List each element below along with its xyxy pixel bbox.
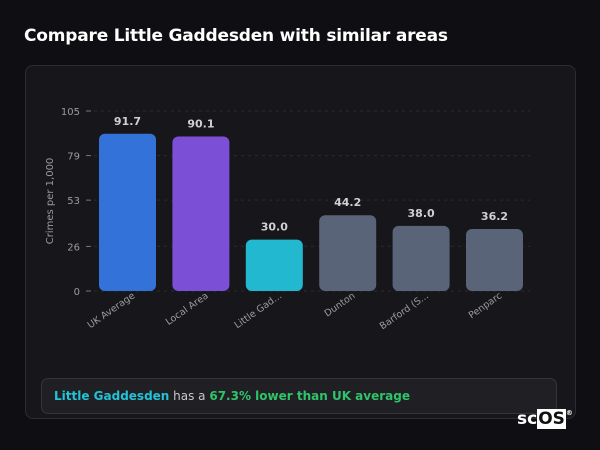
bar[interactable]	[466, 228, 523, 291]
bar-value-label: 91.7	[114, 115, 141, 128]
y-tick-label: 0	[74, 287, 80, 298]
scos-logo: scOS®	[517, 409, 573, 429]
page-title: Compare Little Gaddesden with similar ar…	[24, 26, 448, 46]
bar[interactable]	[392, 225, 450, 291]
summary-text: has a	[169, 389, 210, 403]
bar[interactable]	[172, 136, 230, 291]
summary-box: Little Gaddesden has a 67.3% lower than …	[41, 378, 557, 414]
y-axis-label: Crimes per 1,000	[45, 158, 56, 245]
y-tick-label: 79	[67, 152, 80, 163]
bar-value-label: 36.2	[481, 210, 508, 223]
summary-area: Little Gaddesden	[54, 389, 170, 403]
x-tick-label: Little Gad...	[233, 290, 285, 331]
bar-value-label: 44.2	[334, 196, 361, 209]
y-tick-label: 26	[67, 242, 80, 253]
summary-stat: 67.3% lower than UK average	[209, 389, 410, 403]
y-tick-label: 105	[61, 107, 80, 118]
bar-value-label: 30.0	[261, 221, 288, 234]
bar[interactable]	[245, 239, 303, 291]
y-tick-label: 53	[67, 196, 80, 207]
x-tick-label: Penparc	[467, 290, 504, 321]
bar-value-label: 38.0	[408, 207, 435, 220]
x-tick-label: Local Area	[164, 290, 211, 327]
x-tick-label: Dunton	[323, 290, 358, 319]
bar[interactable]	[319, 215, 377, 291]
bar-value-label: 90.1	[187, 118, 214, 131]
x-tick-label: Barford (S...	[378, 290, 431, 332]
x-tick-label: UK Average	[86, 290, 138, 331]
bar[interactable]	[99, 133, 156, 291]
